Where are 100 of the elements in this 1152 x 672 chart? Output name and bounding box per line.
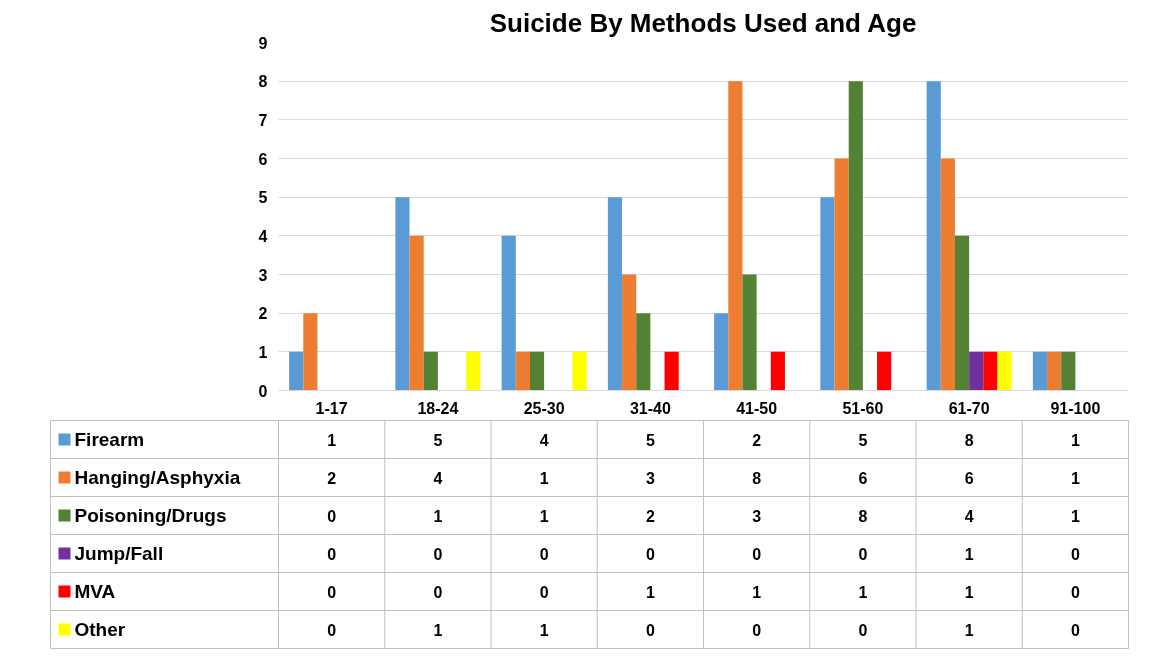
bar	[742, 274, 757, 391]
y-tick-label: 9	[258, 34, 268, 52]
data-label: 0	[858, 621, 868, 639]
data-label: 0	[645, 621, 655, 639]
x-tick-label: 31-40	[629, 399, 671, 417]
data-label: 8	[964, 431, 974, 449]
data-label: 0	[752, 621, 762, 639]
data-label: 1	[1070, 507, 1080, 525]
bar	[877, 351, 892, 391]
bar	[997, 351, 1012, 391]
data-label: 4	[433, 469, 443, 487]
data-label: 6	[858, 469, 868, 487]
legend-label: Hanging/Asphyxia	[74, 467, 241, 488]
data-label: 1	[858, 583, 868, 601]
data-label: 0	[327, 545, 337, 563]
data-label: 0	[327, 621, 337, 639]
data-label: 6	[964, 469, 974, 487]
data-label: 5	[433, 431, 443, 449]
bar	[954, 235, 970, 391]
data-label: 1	[964, 545, 974, 563]
bar	[848, 81, 863, 391]
y-tick-label: 1	[258, 343, 268, 361]
bar	[820, 197, 835, 391]
bar	[515, 351, 530, 391]
bar	[1047, 351, 1062, 391]
y-tick-label: 0	[258, 382, 268, 400]
data-label: 0	[858, 545, 868, 563]
x-tick-label: 25-30	[523, 399, 565, 417]
y-tick-label: 3	[258, 266, 268, 284]
x-tick-label: 61-70	[948, 399, 990, 417]
data-label: 0	[327, 583, 337, 601]
data-label: 1	[433, 621, 443, 639]
y-tick-label: 2	[258, 305, 268, 323]
y-tick-label: 7	[258, 111, 268, 129]
legend-label: MVA	[74, 581, 116, 602]
data-label: 0	[1070, 545, 1080, 563]
bar	[289, 351, 304, 391]
data-label: 1	[327, 431, 337, 449]
bar	[529, 351, 545, 391]
data-label: 8	[752, 469, 762, 487]
data-label: 1	[539, 507, 549, 525]
bar	[466, 351, 481, 391]
bar	[714, 313, 729, 391]
data-label: 2	[752, 431, 762, 449]
data-label: 0	[539, 583, 549, 601]
data-label: 0	[327, 507, 337, 525]
data-label: 1	[433, 507, 443, 525]
bar	[834, 158, 849, 391]
bar	[728, 81, 743, 391]
bar	[1032, 351, 1048, 391]
data-label: 5	[645, 431, 655, 449]
bar	[607, 197, 623, 391]
y-tick-label: 6	[258, 150, 268, 168]
bar	[303, 313, 318, 391]
bar	[1061, 351, 1076, 391]
bar	[940, 158, 955, 391]
bar	[664, 351, 679, 391]
data-label: 3	[645, 469, 655, 487]
data-label: 4	[539, 431, 549, 449]
data-label: 3	[752, 507, 762, 525]
data-label: 1	[645, 583, 655, 601]
data-label: 1	[1070, 469, 1080, 487]
data-label: 1	[1070, 431, 1080, 449]
data-label: 4	[964, 507, 974, 525]
data-label: 0	[1070, 583, 1080, 601]
data-label: 0	[433, 545, 443, 563]
data-label: 5	[858, 431, 868, 449]
bar	[983, 351, 998, 391]
legend-label: Firearm	[74, 429, 145, 450]
bar	[409, 235, 424, 391]
bar	[926, 81, 941, 391]
data-label: 1	[964, 583, 974, 601]
x-tick-label: 91-100	[1050, 399, 1101, 417]
data-label: 1	[539, 621, 549, 639]
legend-label: Poisoning/Drugs	[74, 505, 227, 526]
chart-title: Suicide By Methods Used and Age	[489, 7, 917, 38]
y-tick-label: 5	[258, 189, 268, 207]
data-label: 0	[1070, 621, 1080, 639]
data-label: 1	[964, 621, 974, 639]
data-label: 2	[645, 507, 655, 525]
bar	[622, 274, 637, 391]
data-label: 2	[327, 469, 337, 487]
data-label: 0	[539, 545, 549, 563]
bar	[395, 197, 410, 391]
data-label: 1	[539, 469, 549, 487]
legend-label: Other	[74, 619, 126, 640]
data-label: 1	[752, 583, 762, 601]
bar	[770, 351, 785, 391]
x-tick-label: 51-60	[842, 399, 884, 417]
data-label: 0	[752, 545, 762, 563]
bar	[423, 351, 438, 391]
bar	[636, 313, 651, 391]
data-label: 0	[645, 545, 655, 563]
y-tick-label: 8	[258, 73, 268, 91]
bar	[572, 351, 587, 391]
data-label: 8	[858, 507, 868, 525]
x-tick-label: 18-24	[417, 399, 459, 417]
data-label: 0	[433, 583, 443, 601]
x-tick-label: 41-50	[736, 399, 778, 417]
y-tick-label: 4	[258, 227, 268, 245]
